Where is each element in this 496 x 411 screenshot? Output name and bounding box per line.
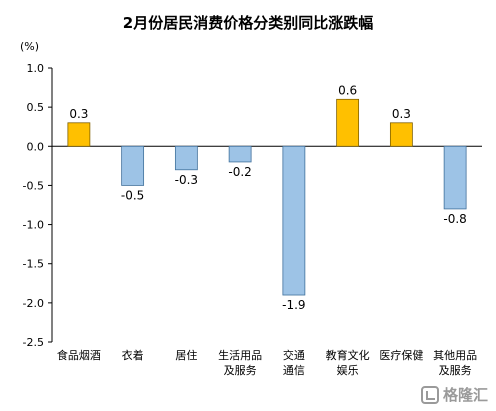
y-tick-label: -1.0 (23, 219, 44, 232)
chart-title: 2月份居民消费价格分类别同比涨跌幅 (122, 14, 374, 32)
axes-layer (48, 67, 482, 343)
bar-0 (67, 122, 91, 147)
category-label-2-0: 居住 (175, 348, 197, 362)
category-label-0-0: 食品烟酒 (57, 348, 101, 362)
y-axis-unit: (%) (20, 40, 40, 53)
watermark: 格隆汇 (420, 384, 488, 405)
data-label-2: -0.3 (175, 173, 198, 187)
bar-7 (443, 145, 467, 210)
y-tick-label: -2.0 (23, 297, 44, 310)
data-label-7: -0.8 (443, 212, 466, 226)
category-label-7-1: 及服务 (439, 364, 472, 377)
bar-5 (336, 98, 360, 147)
bar-4 (282, 145, 306, 296)
labels-layer: 1.0 0.5 0.0 -0.5 -1.0 -1.5 -2.0 -2.5 0.3 食品烟酒 -0.5… (23, 62, 478, 377)
data-label-3: -0.2 (228, 165, 251, 179)
category-label-7-0: 其他用品 (433, 349, 477, 362)
bar-1 (121, 145, 145, 186)
data-label-6: 0.3 (392, 107, 411, 121)
data-label-1: -0.5 (121, 188, 144, 202)
bar-3 (228, 145, 252, 163)
y-tick-label: 0.0 (27, 140, 45, 153)
y-tick-label: -1.5 (23, 258, 44, 271)
category-label-3-1: 及服务 (224, 364, 257, 377)
watermark-text: 格隆汇 (442, 386, 488, 404)
category-label-5-1: 娱乐 (337, 363, 359, 377)
data-label-5: 0.6 (338, 83, 357, 97)
y-tick-label: -2.5 (23, 336, 44, 349)
category-label-3-0: 生活用品 (218, 348, 262, 362)
data-label-0: 0.3 (69, 107, 88, 121)
bars-layer (67, 98, 467, 296)
bar-2 (174, 145, 198, 171)
y-tick-label: -0.5 (23, 179, 44, 192)
category-label-1-0: 衣着 (122, 348, 144, 362)
y-tick-label: 1.0 (27, 62, 45, 75)
category-label-5-0: 教育文化 (326, 348, 370, 362)
data-label-4: -1.9 (282, 298, 305, 312)
category-label-4-0: 交通 (283, 348, 305, 362)
y-tick-label: 0.5 (27, 101, 45, 114)
category-label-6-0: 医疗保健 (379, 348, 423, 362)
gelonghui-logo-icon (420, 385, 439, 404)
category-label-4-1: 通信 (283, 364, 305, 377)
bar-6 (389, 122, 413, 147)
